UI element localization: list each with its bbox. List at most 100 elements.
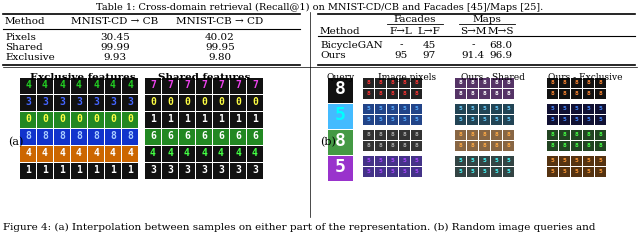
Text: 5: 5 [390,169,394,174]
Bar [213,112,229,128]
Bar [37,78,53,94]
Bar [37,129,53,145]
Text: 8: 8 [390,132,394,137]
Text: 8: 8 [367,80,371,85]
Text: 95: 95 [394,51,408,59]
Bar [595,78,606,88]
Bar [399,89,410,99]
Text: 8: 8 [470,80,474,85]
Text: 8: 8 [459,91,462,96]
Bar [583,104,594,114]
Bar [122,129,138,145]
Bar [547,156,558,166]
Bar [399,141,410,151]
Bar [595,141,606,151]
Text: 1: 1 [25,165,31,175]
Text: 0: 0 [150,97,156,107]
Bar [213,95,229,111]
Bar [595,104,606,114]
Text: 5: 5 [550,158,554,163]
Text: 8: 8 [575,132,579,137]
Bar [375,167,386,177]
Text: 3: 3 [150,165,156,175]
Text: 5: 5 [403,117,406,122]
Bar [559,78,570,88]
Bar [37,163,53,179]
Bar [88,129,104,145]
Text: Shared: Shared [5,43,43,52]
Text: 1: 1 [76,165,82,175]
Text: 0: 0 [184,97,190,107]
Bar [559,167,570,177]
Bar [179,95,195,111]
Bar [547,89,558,99]
Bar [375,156,386,166]
Text: 5: 5 [367,117,371,122]
Bar [503,89,514,99]
Text: 5: 5 [379,106,382,111]
Text: 4: 4 [252,148,258,158]
Text: 5: 5 [563,169,566,174]
Bar [595,130,606,140]
Bar [88,112,104,128]
Bar [595,167,606,177]
Text: 8: 8 [415,132,419,137]
Text: 4: 4 [127,148,133,158]
Text: 6: 6 [252,131,258,141]
Text: Maps: Maps [472,16,501,25]
Text: 5: 5 [367,106,371,111]
Text: Method: Method [5,17,45,26]
Bar [20,146,36,162]
Text: 1: 1 [235,114,241,124]
Text: F→L: F→L [390,26,412,35]
Text: 5: 5 [459,169,462,174]
Text: 8: 8 [507,80,510,85]
Bar [20,163,36,179]
Text: 0: 0 [76,114,82,124]
Text: 8: 8 [598,143,602,148]
Text: 4: 4 [110,80,116,90]
Text: 8: 8 [598,80,602,85]
Bar [387,130,398,140]
Bar [399,104,410,114]
Bar [230,112,246,128]
Bar [455,115,466,125]
Text: 5: 5 [495,169,499,174]
Bar [196,112,212,128]
Text: MNIST-CB → CD: MNIST-CB → CD [177,17,264,26]
Bar [455,104,466,114]
Text: 6: 6 [218,131,224,141]
Bar [491,89,502,99]
Text: 5: 5 [379,158,382,163]
Text: 8: 8 [459,132,462,137]
Bar [122,112,138,128]
Bar [479,130,490,140]
Text: 4: 4 [59,80,65,90]
Bar [559,141,570,151]
Text: 8: 8 [507,132,510,137]
Text: 8: 8 [390,143,394,148]
Text: 0: 0 [59,114,65,124]
Bar [559,115,570,125]
Bar [411,167,422,177]
Bar [467,115,478,125]
Bar [363,130,374,140]
Text: 8: 8 [587,143,590,148]
Text: 4: 4 [42,80,48,90]
Bar [491,130,502,140]
Text: 8: 8 [495,80,499,85]
Text: 7: 7 [235,80,241,90]
Bar [571,156,582,166]
Text: 99.95: 99.95 [205,43,235,52]
Bar [105,163,121,179]
Text: Pixels: Pixels [5,34,36,42]
Text: 8: 8 [483,132,486,137]
Text: 8: 8 [379,91,382,96]
Text: 1: 1 [167,114,173,124]
Bar [491,156,502,166]
Text: 5: 5 [390,106,394,111]
Text: 8: 8 [335,132,346,151]
Text: 1: 1 [218,114,224,124]
Text: 3: 3 [42,97,48,107]
Text: 8: 8 [42,131,48,141]
